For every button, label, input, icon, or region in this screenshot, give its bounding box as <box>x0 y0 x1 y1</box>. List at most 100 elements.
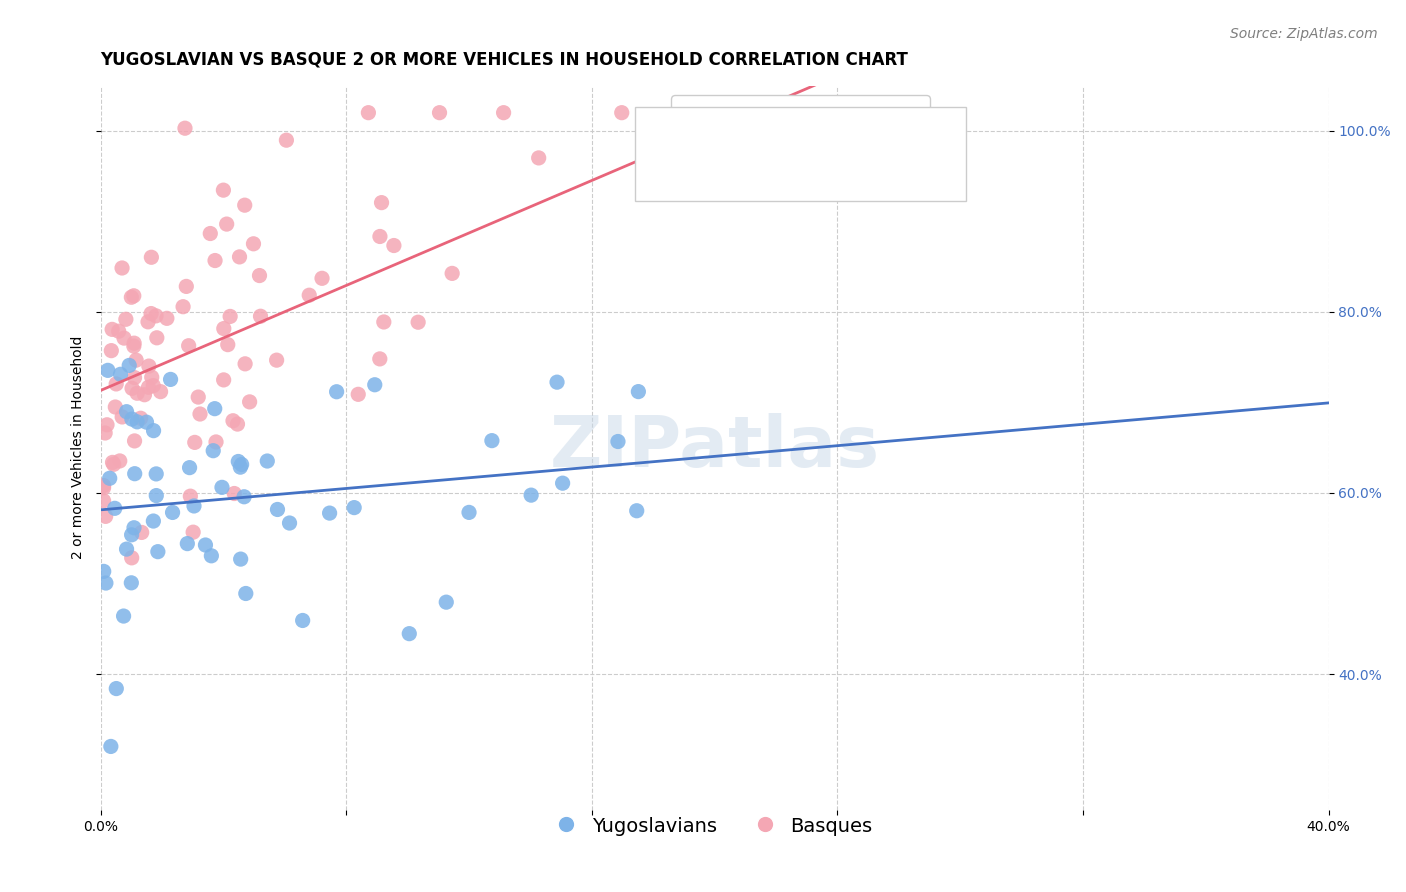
Point <box>139 307 162 321</box>
Point <box>179 460 201 475</box>
Point <box>226 454 249 468</box>
Point <box>146 544 169 558</box>
Point <box>141 370 163 384</box>
Point <box>145 489 167 503</box>
Point <box>176 536 198 550</box>
Point <box>492 105 515 120</box>
Point <box>142 378 165 392</box>
Point <box>226 417 249 431</box>
Point <box>233 198 256 212</box>
Point <box>229 552 252 566</box>
Point <box>551 476 574 491</box>
Point <box>179 489 201 503</box>
Point <box>610 105 633 120</box>
Point <box>233 490 256 504</box>
Point <box>370 195 392 210</box>
Point <box>347 387 370 401</box>
Point <box>146 331 169 345</box>
Point <box>174 121 197 136</box>
Point <box>204 253 226 268</box>
Point <box>357 105 380 120</box>
Point <box>115 312 138 326</box>
Point <box>224 486 246 500</box>
Point <box>122 336 145 351</box>
Point <box>231 458 253 472</box>
Point <box>520 488 543 502</box>
Point <box>125 353 148 368</box>
Point <box>93 478 115 492</box>
Y-axis label: 2 or more Vehicles in Household: 2 or more Vehicles in Household <box>72 336 86 559</box>
Point <box>368 351 391 366</box>
Point <box>107 324 129 338</box>
Point <box>124 467 146 481</box>
Point <box>607 434 630 449</box>
Point <box>103 458 125 472</box>
Point <box>159 372 181 386</box>
Point <box>142 424 165 438</box>
Point <box>406 315 429 329</box>
Point <box>115 405 138 419</box>
Point <box>187 390 209 404</box>
Point <box>527 151 550 165</box>
Point <box>373 315 395 329</box>
Point <box>434 595 457 609</box>
Point <box>124 434 146 448</box>
Point <box>215 217 238 231</box>
Point <box>100 343 122 358</box>
Point <box>266 502 288 516</box>
Point <box>97 363 120 377</box>
Point <box>318 506 340 520</box>
Point <box>121 381 143 395</box>
Point <box>249 268 271 283</box>
Point <box>176 279 198 293</box>
Point <box>105 681 128 696</box>
Point <box>134 388 156 402</box>
Point <box>429 105 451 120</box>
Point <box>233 357 256 371</box>
Point <box>121 550 143 565</box>
Point <box>188 407 211 421</box>
Point <box>368 229 391 244</box>
Legend: Yugoslavians, Basques: Yugoslavians, Basques <box>548 809 880 844</box>
Point <box>124 370 146 384</box>
Point <box>242 236 264 251</box>
Point <box>120 290 142 304</box>
Point <box>112 609 135 624</box>
Point <box>93 481 115 495</box>
Point <box>127 386 149 401</box>
Point <box>115 542 138 557</box>
Point <box>256 454 278 468</box>
Point <box>122 289 145 303</box>
Point <box>219 310 242 324</box>
Point <box>145 467 167 481</box>
Point <box>235 586 257 600</box>
Point <box>145 309 167 323</box>
Point <box>627 384 650 399</box>
Point <box>398 626 420 640</box>
Point <box>94 576 117 591</box>
Point <box>200 227 222 241</box>
Point <box>202 443 225 458</box>
Text: YUGOSLAVIAN VS BASQUE 2 OR MORE VEHICLES IN HOUSEHOLD CORRELATION CHART: YUGOSLAVIAN VS BASQUE 2 OR MORE VEHICLES… <box>100 51 908 69</box>
Point <box>343 500 366 515</box>
Point <box>441 266 464 280</box>
Point <box>94 509 117 524</box>
Point <box>138 380 160 394</box>
Point <box>122 521 145 535</box>
Point <box>212 321 235 335</box>
Point <box>298 288 321 302</box>
Point <box>183 499 205 513</box>
Point <box>122 339 145 353</box>
Point <box>110 368 132 382</box>
FancyBboxPatch shape <box>634 107 966 202</box>
Point <box>131 525 153 540</box>
Point <box>156 311 179 326</box>
Point <box>626 504 648 518</box>
Point <box>205 434 228 449</box>
Text: Source: ZipAtlas.com: Source: ZipAtlas.com <box>1230 27 1378 41</box>
Point <box>94 425 117 440</box>
Point <box>112 331 135 345</box>
Point <box>93 493 115 508</box>
Point <box>135 415 157 429</box>
Point <box>229 460 252 475</box>
